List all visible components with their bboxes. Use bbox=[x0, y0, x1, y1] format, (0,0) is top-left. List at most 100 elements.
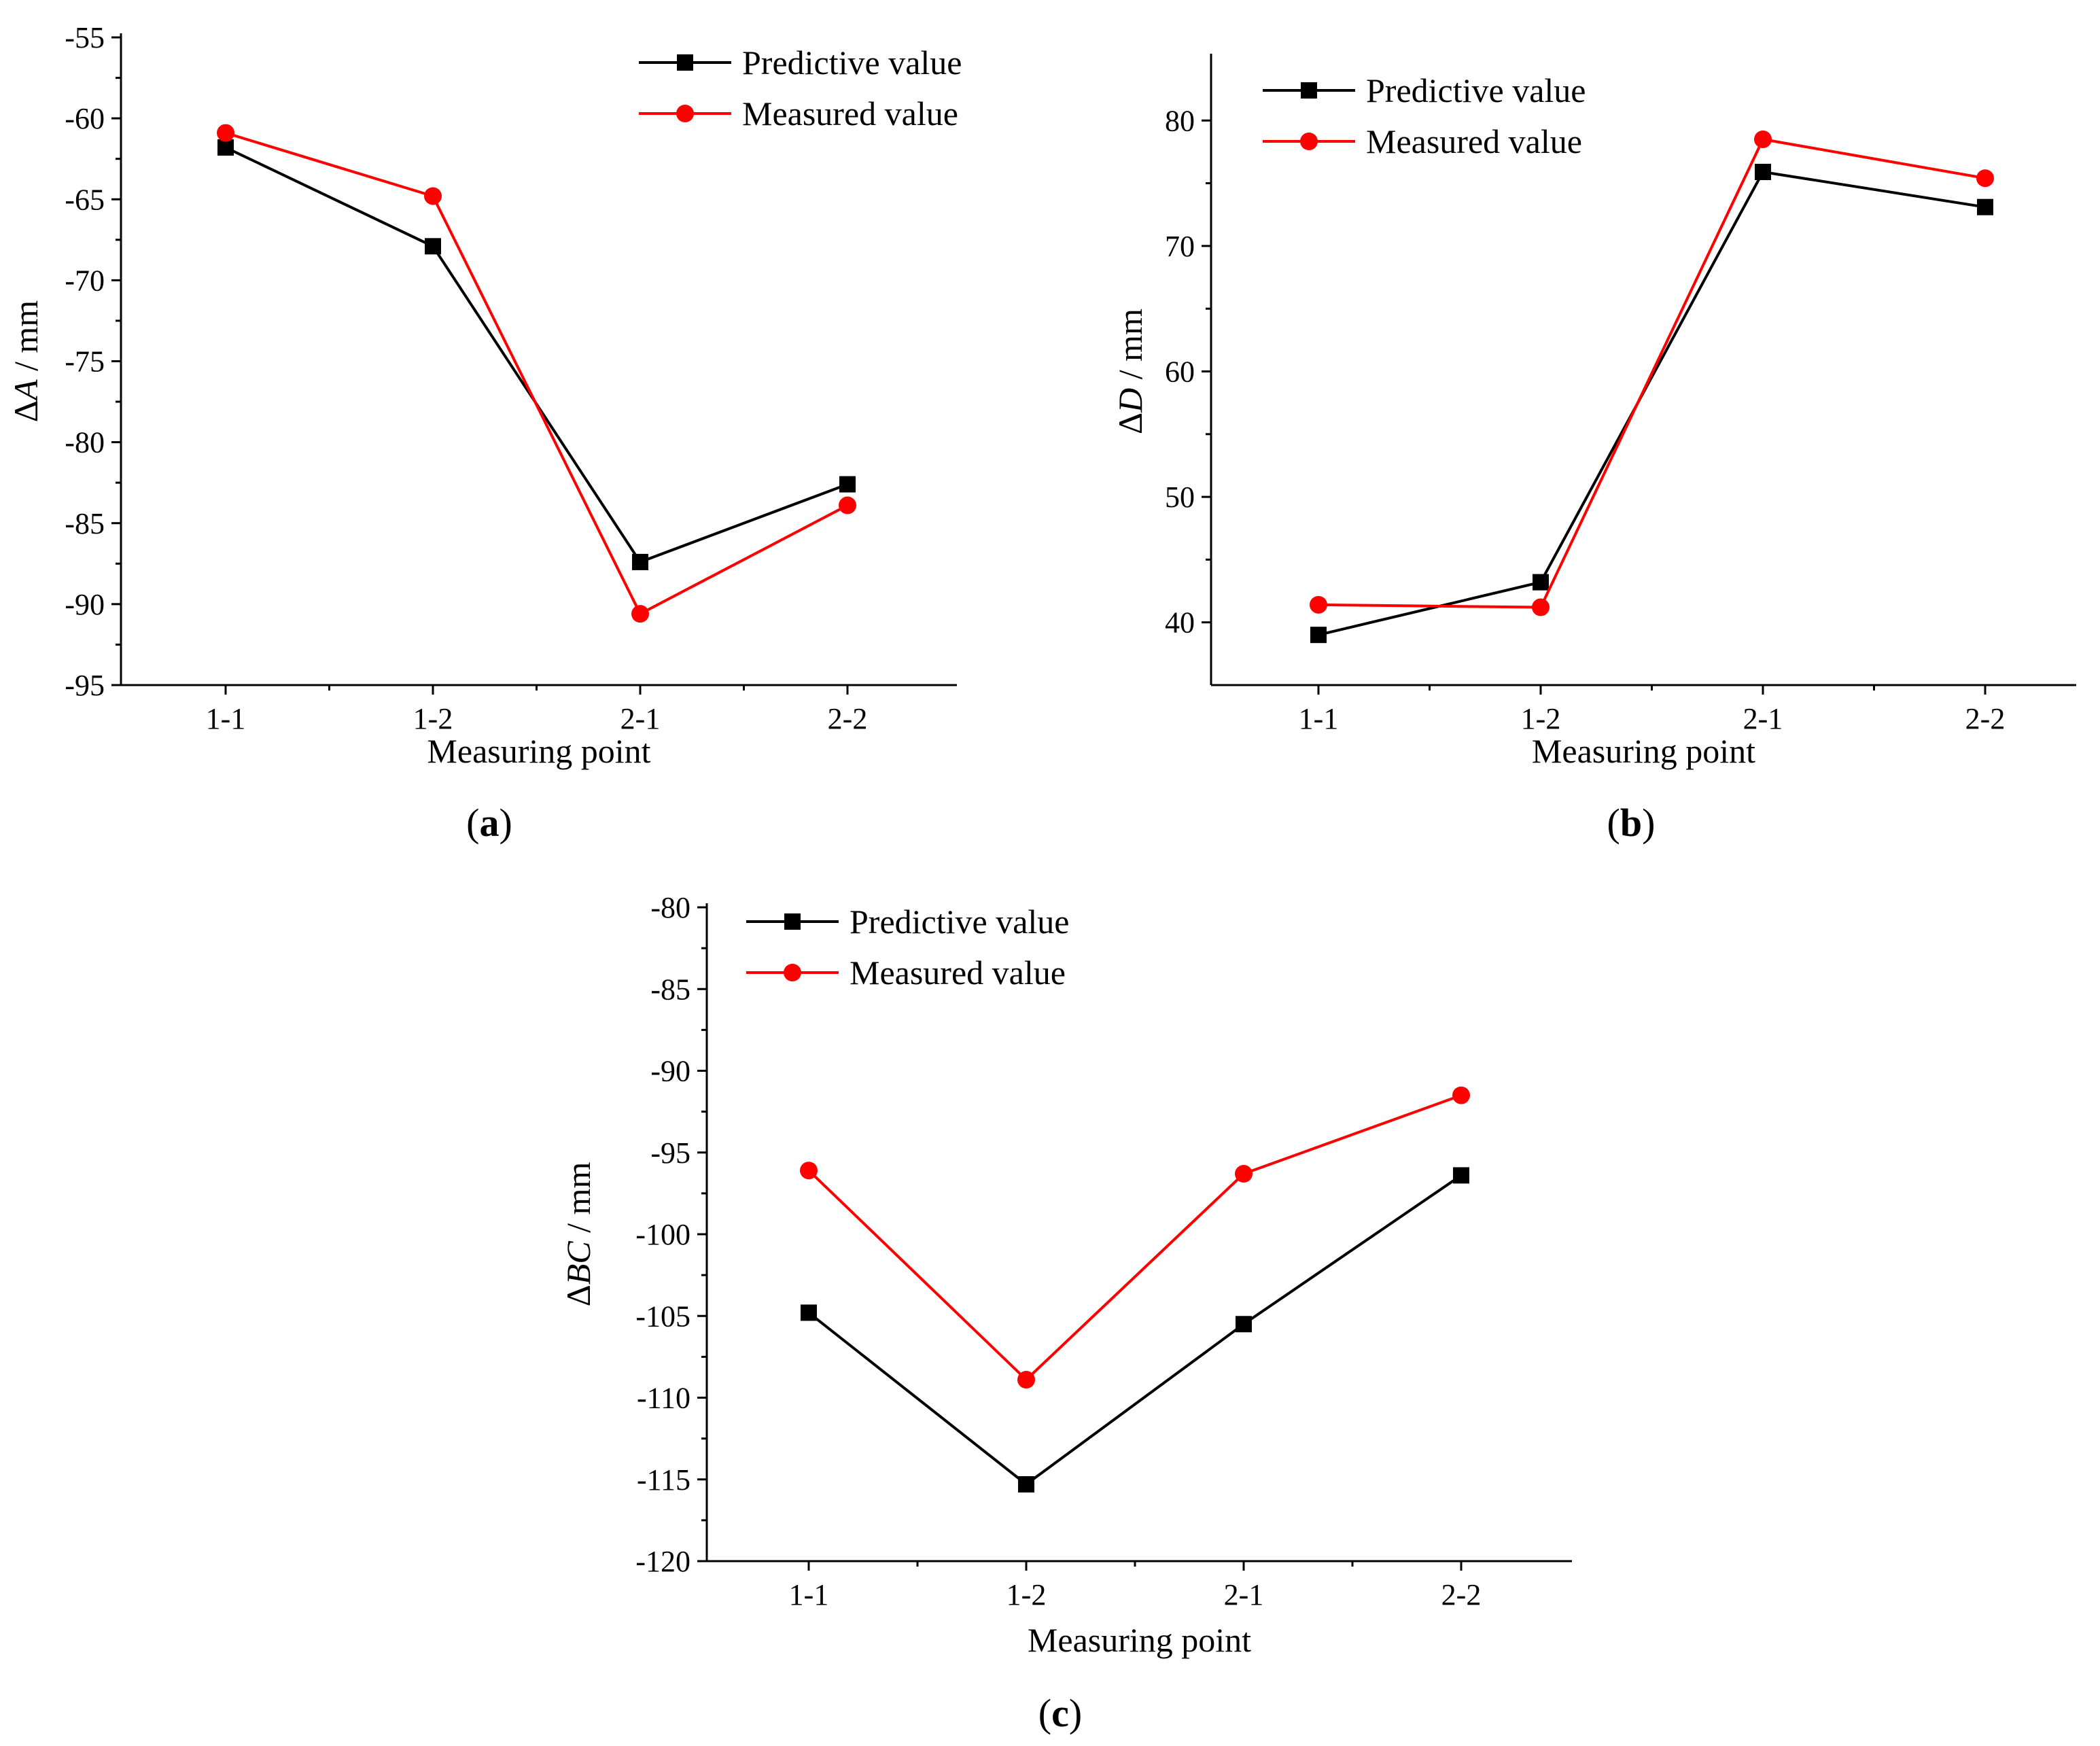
y-tick-label: -95 bbox=[65, 669, 105, 702]
panel-label-close: ) bbox=[1642, 801, 1655, 845]
y-tick-label: -75 bbox=[65, 345, 105, 379]
data-point-predictive bbox=[1755, 163, 1771, 180]
x-tick-label: 2-2 bbox=[828, 702, 868, 735]
data-point-measured bbox=[631, 605, 649, 623]
panel-label: (a) bbox=[466, 801, 512, 845]
y-tick-label: -55 bbox=[65, 21, 105, 54]
data-point-measured bbox=[217, 124, 234, 142]
y-tick-label: 70 bbox=[1165, 230, 1195, 263]
legend-marker-circle bbox=[1300, 133, 1318, 150]
legend-label: Predictive value bbox=[742, 43, 962, 82]
series-line-measured bbox=[807, 1094, 1462, 1382]
data-point-measured bbox=[1754, 130, 1772, 148]
series-line-predictive bbox=[807, 1174, 1463, 1486]
y-tick-label: -105 bbox=[635, 1299, 690, 1333]
data-point-predictive bbox=[1018, 1476, 1034, 1492]
y-tick-label: 60 bbox=[1165, 355, 1195, 389]
y-axis-title-delta: Δ bbox=[7, 400, 45, 422]
data-point-predictive bbox=[1236, 1316, 1252, 1333]
y-axis-title-unit: / mm bbox=[1111, 309, 1149, 388]
y-axis-title-unit: / mm bbox=[7, 300, 45, 380]
data-point-predictive bbox=[1453, 1167, 1469, 1184]
series-line-measured bbox=[225, 131, 848, 616]
data-point-measured bbox=[1976, 169, 1994, 188]
data-point-predictive bbox=[217, 139, 234, 156]
x-tick-label: 1-2 bbox=[1007, 1578, 1047, 1611]
legend-label: Measured value bbox=[742, 94, 958, 133]
y-tick-label: -120 bbox=[635, 1545, 690, 1578]
data-point-predictive bbox=[801, 1304, 817, 1321]
x-tick-label: 2-1 bbox=[1224, 1578, 1264, 1611]
legend-label: Measured value bbox=[850, 954, 1066, 992]
panel-label-open: ( bbox=[466, 801, 479, 845]
y-axis-title-symbol: BC bbox=[559, 1241, 597, 1285]
y-axis-title-symbol: A bbox=[7, 379, 45, 402]
x-axis-title: Measuring point bbox=[1532, 732, 1755, 770]
x-tick-label: 2-1 bbox=[620, 702, 661, 735]
legend-label: Measured value bbox=[1366, 122, 1582, 160]
series-line-predictive bbox=[1318, 170, 1986, 637]
series-line-measured bbox=[1318, 137, 1986, 609]
y-tick-label: -80 bbox=[65, 426, 105, 459]
chart-panel-c: -80 -85 -90 -95 -100 -105 -110 -115 -120 1-1 1-2 2-… bbox=[559, 891, 1572, 1735]
data-point-measured bbox=[1310, 595, 1327, 614]
legend-marker-circle bbox=[784, 964, 801, 981]
legend-label: Predictive value bbox=[1366, 71, 1586, 109]
legend-marker-square bbox=[1301, 82, 1317, 99]
y-tick-label: -90 bbox=[65, 588, 105, 621]
data-point-measured bbox=[800, 1162, 818, 1180]
panel-label-open: ( bbox=[1038, 1691, 1051, 1735]
data-point-measured bbox=[1532, 598, 1550, 616]
data-point-predictive bbox=[839, 476, 856, 493]
x-tick-label: 2-2 bbox=[1441, 1578, 1482, 1611]
y-axis-title-delta: Δ bbox=[1111, 413, 1149, 434]
legend-marker-square bbox=[677, 54, 693, 71]
y-axis-title: ΔBC / mm bbox=[559, 1162, 597, 1307]
series-line-predictive bbox=[225, 146, 848, 564]
data-point-measured bbox=[1235, 1165, 1253, 1183]
panel-label-letter: c bbox=[1051, 1691, 1069, 1735]
y-tick-label: -90 bbox=[650, 1055, 690, 1088]
y-tick-label: -85 bbox=[65, 507, 105, 540]
y-axis-title-delta: Δ bbox=[559, 1285, 597, 1306]
y-tick-label: -115 bbox=[637, 1463, 690, 1497]
data-point-predictive bbox=[1310, 627, 1327, 644]
x-tick-label: 1-1 bbox=[789, 1578, 829, 1611]
x-tick-label: 1-1 bbox=[206, 702, 246, 735]
data-point-measured bbox=[839, 496, 856, 514]
y-tick-label: -100 bbox=[635, 1218, 690, 1251]
x-tick-label: 1-1 bbox=[1299, 702, 1339, 735]
data-point-measured bbox=[1452, 1086, 1470, 1104]
y-tick-label: -80 bbox=[650, 891, 690, 924]
data-point-predictive bbox=[1533, 574, 1549, 591]
y-tick-label: -70 bbox=[65, 264, 105, 297]
x-tick-label: 1-2 bbox=[1521, 702, 1561, 735]
legend-label: Predictive value bbox=[850, 903, 1070, 941]
y-tick-label: -85 bbox=[650, 973, 690, 1006]
y-tick-label: 80 bbox=[1165, 104, 1195, 137]
y-axis-title: ΔA / mm bbox=[7, 300, 45, 422]
panel-label-close: ) bbox=[500, 801, 512, 845]
data-point-predictive bbox=[425, 238, 441, 255]
y-tick-label: 40 bbox=[1165, 606, 1195, 640]
legend-marker-square bbox=[784, 913, 801, 930]
x-tick-label: 2-1 bbox=[1743, 702, 1783, 735]
y-tick-label: -95 bbox=[650, 1136, 690, 1170]
panel-label-letter: b bbox=[1620, 801, 1642, 845]
panel-label-letter: a bbox=[480, 801, 500, 845]
y-axis-title-symbol: D bbox=[1111, 388, 1149, 413]
panel-label: (c) bbox=[1038, 1691, 1082, 1735]
y-axis-title-unit: / mm bbox=[559, 1162, 597, 1242]
chart-panel-b: 40 50 60 70 80 1-1 1-2 2-1 2-2 Measuring point ΔD … bbox=[1111, 54, 2076, 845]
x-axis-title: Measuring point bbox=[427, 732, 650, 770]
x-tick-label: 1-2 bbox=[413, 702, 453, 735]
legend-marker-circle bbox=[676, 105, 694, 122]
panel-label-open: ( bbox=[1607, 801, 1620, 845]
panel-label-close: ) bbox=[1069, 1691, 1082, 1735]
x-axis-title: Measuring point bbox=[1028, 1621, 1251, 1659]
x-tick-label: 2-2 bbox=[1965, 702, 2006, 735]
y-tick-label: 50 bbox=[1165, 481, 1195, 514]
data-point-measured bbox=[424, 187, 442, 205]
y-tick-label: -60 bbox=[65, 102, 105, 135]
